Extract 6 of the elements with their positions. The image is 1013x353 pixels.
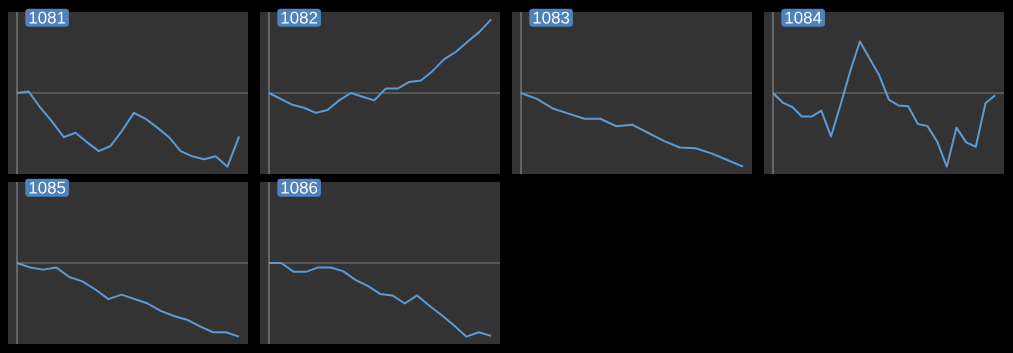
chart-title: 1086 [281, 181, 318, 194]
chart-title: 1081 [29, 11, 66, 24]
chart-title: 1083 [533, 11, 570, 24]
chart-title: 1085 [29, 181, 66, 194]
chart-title: 1082 [281, 11, 318, 24]
chart-title: 1084 [785, 11, 822, 24]
